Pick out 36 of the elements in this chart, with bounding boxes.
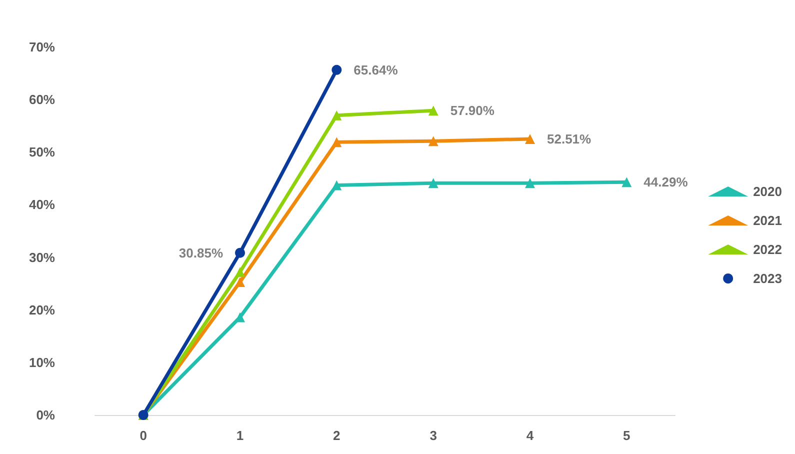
point: [525, 178, 535, 188]
data-label: 30.85%: [178, 245, 224, 260]
y-tick-label: 50%: [28, 144, 56, 160]
y-tick-label: 30%: [28, 250, 56, 265]
point: [332, 180, 342, 190]
x-tick-label: 2: [333, 428, 340, 443]
y-tick-label: 40%: [28, 197, 56, 212]
point: [235, 248, 245, 258]
point: [332, 137, 342, 148]
x-tick-label: 1: [236, 428, 244, 443]
x-tick-label: 4: [526, 428, 534, 443]
point: [622, 177, 632, 188]
y-tick-label: 60%: [28, 92, 56, 108]
y-tick-label: 10%: [28, 354, 56, 370]
data-label: 65.64%: [354, 62, 398, 78]
point: [428, 136, 438, 146]
legend-label: 2022: [753, 242, 782, 257]
y-tick-label: 0%: [36, 408, 56, 422]
legend-label: 2023: [753, 271, 782, 286]
y-tick-label: 20%: [28, 302, 56, 318]
point: [235, 267, 245, 278]
data-label: 57.90%: [450, 103, 495, 118]
point: [428, 106, 438, 116]
point: [428, 178, 438, 188]
x-tick-label: 3: [430, 428, 437, 443]
point: [332, 64, 342, 75]
x-tick-label: 5: [623, 428, 630, 443]
x-tick-label: 0: [140, 428, 147, 443]
data-label: 44.29%: [644, 174, 688, 190]
legend-label: 2020: [753, 184, 782, 199]
point: [235, 276, 245, 287]
data-label: 52.51%: [547, 131, 592, 146]
point: [332, 110, 342, 120]
legend-label: 2021: [753, 213, 782, 228]
y-tick-label: 70%: [28, 40, 56, 54]
point: [525, 134, 535, 144]
